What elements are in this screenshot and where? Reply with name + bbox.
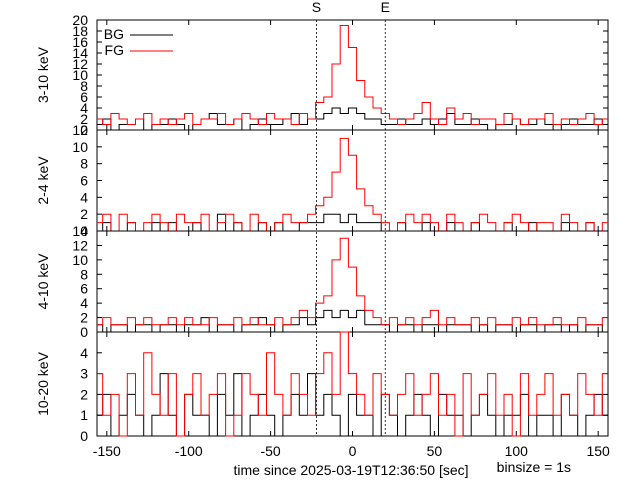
legend-label-bg: BG [104,26,124,42]
x-tick-label: -100 [175,443,203,459]
y-tick-label: 10 [72,252,88,268]
y-tick-label: 6 [80,281,88,297]
panel-4: 0 1 2 3 4 -150 -100 -50 0 50 100 150 10-20 keV [35,331,610,459]
y-axis-label: 3-10 keV [35,46,51,103]
x-tick-label: 150 [586,443,610,459]
y-tick-label: 6 [80,173,88,189]
y-tick-label: 6 [80,89,88,105]
panel-frame [96,331,609,437]
y-axis-label: 10-20 keV [35,351,51,415]
x-tick-label: -150 [93,443,121,459]
binsize-label: binsize = 1s [497,459,571,475]
y-axis-label: 2-4 keV [35,156,51,205]
y-tick-label: 12 [72,56,88,72]
series-fg-line [97,25,608,125]
y-tick-label: 2 [80,206,88,222]
y-tick-label: 1 [80,407,88,423]
y-tick-label: 20 [72,12,88,28]
x-axis-label: time since 2025-03-19T12:36:50 [sec] [233,462,468,478]
y-tick-label: 8 [80,156,88,172]
x-tick-label: 100 [505,443,529,459]
y-tick-label: 4 [80,189,88,205]
panel-frame [96,230,609,333]
y-tick-label: 14 [72,223,88,239]
y-tick-label: 2 [80,386,88,402]
y-tick-label: 12 [72,237,88,253]
series-bg-line [97,373,608,437]
y-tick-label: 4 [80,295,88,311]
y-tick-label: 4 [80,100,88,116]
y-tick-label: 8 [80,78,88,94]
series-fg-line [97,137,608,232]
y-tick-label: 0 [80,223,88,239]
y-tick-label: 12 [72,122,88,138]
x-tick-label: -50 [260,443,280,459]
start-marker-label: S [312,0,321,15]
y-tick-label: 8 [80,266,88,282]
y-tick-label: 0 [80,324,88,340]
y-tick-label: 4 [80,345,88,361]
y-axis-label: 4-10 keV [35,253,51,310]
end-marker-label: E [381,0,390,15]
y-tick-label: 3 [80,366,88,382]
y-tick-label: 14 [72,45,88,61]
y-tick-label: 2 [80,310,88,326]
legend-label-fg: FG [105,42,124,58]
y-tick-label: 10 [72,67,88,83]
interval-markers: S E [312,0,390,436]
panel-frame [96,19,609,131]
y-tick-label: 10 [72,139,88,155]
y-tick-label: 2 [80,111,88,127]
series-fg-line [97,237,608,326]
y-tick-label: 18 [72,23,88,39]
y-tick-label: 0 [80,122,88,138]
legend: BG FG [104,26,173,58]
x-tick-label: 0 [349,443,357,459]
y-tick-label: 0 [80,428,88,444]
series-fg-line [97,331,608,437]
panel-frame [96,129,609,232]
y-tick-label: 16 [72,34,88,50]
x-tick-label: 50 [427,443,443,459]
